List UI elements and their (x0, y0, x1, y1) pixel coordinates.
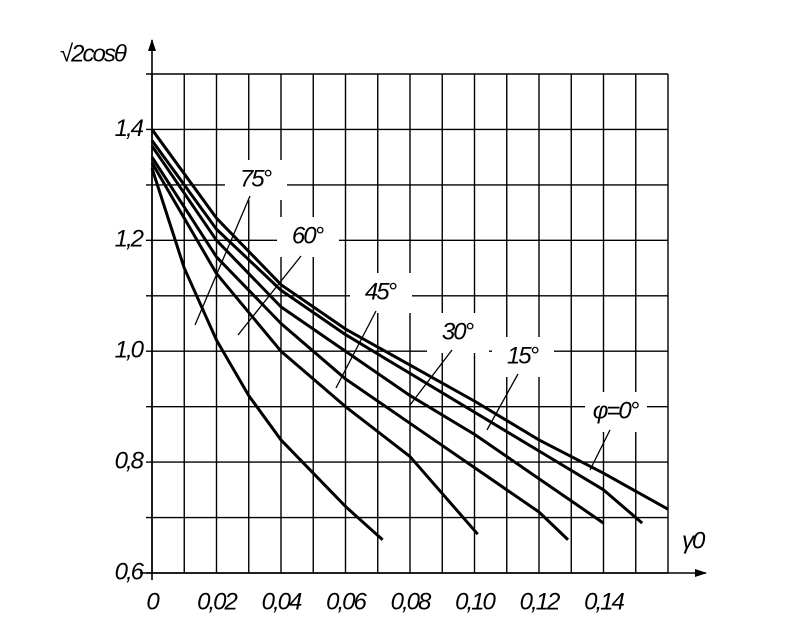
x-tick-label: 0 (146, 588, 160, 615)
x-tick-label: 0,14 (584, 588, 624, 615)
leader-line (589, 429, 611, 471)
x-tick-label: 0,02 (197, 588, 237, 615)
curve-label: φ=0° (593, 397, 640, 424)
x-tick-label: 0,12 (520, 588, 560, 615)
y-tick-label: 1,0 (115, 337, 145, 364)
curve-label: 45° (365, 278, 398, 305)
label-background (277, 217, 339, 257)
curve-label: 15° (507, 342, 540, 369)
x-tick-label: 0,04 (262, 588, 302, 615)
label-background (427, 313, 489, 353)
curve (150, 128, 669, 511)
leader-line (194, 195, 251, 326)
x-tick-label: 0,08 (391, 588, 432, 615)
y-tick-label: 1,4 (115, 115, 144, 142)
label-background (492, 337, 554, 377)
curve (150, 145, 605, 525)
label-background (585, 392, 647, 432)
y-tick-label: 0,6 (115, 558, 145, 585)
label-background (225, 160, 287, 200)
leader-line (335, 310, 377, 389)
x-tick-label: 0,10 (455, 588, 496, 615)
curve (150, 139, 644, 525)
leader-line (409, 349, 453, 406)
x-tick-label: 0,06 (326, 588, 367, 615)
curve (150, 156, 570, 541)
curve-label: 30° (442, 318, 475, 345)
y-tick-label: 0,8 (115, 447, 145, 474)
x-axis-label: γ0 (682, 527, 706, 554)
leader-line (237, 255, 302, 336)
y-axis-label: √2cosθ (60, 40, 127, 67)
curve (150, 167, 384, 541)
y-tick-label: 1,2 (115, 226, 144, 253)
curve-label: 60° (292, 222, 325, 249)
leader-line (486, 373, 519, 431)
label-background (350, 273, 412, 313)
curve (150, 161, 479, 536)
curve-label: 75° (240, 165, 273, 192)
